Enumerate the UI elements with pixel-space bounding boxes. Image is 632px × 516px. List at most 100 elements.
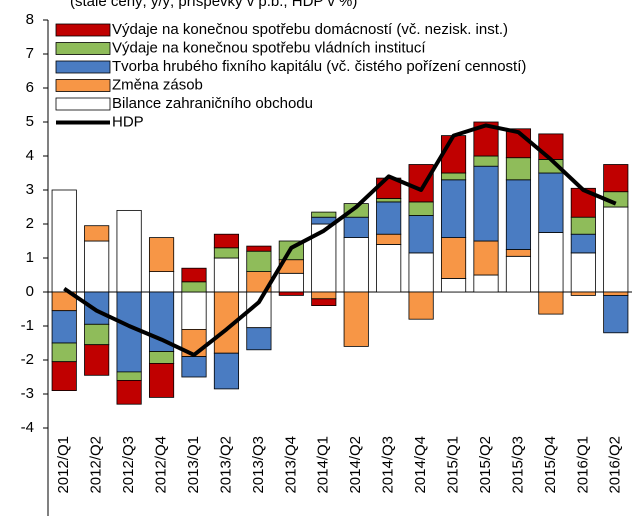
bar-segment xyxy=(84,225,110,242)
bar-segment xyxy=(440,277,467,293)
bar-segment xyxy=(116,379,142,405)
legend-label: Výdaje na konečnou spotřebu domácností (… xyxy=(112,21,508,38)
legend-swatch xyxy=(55,60,111,74)
legend-label: Tvorba hrubého fixního kapitálu (vč. čis… xyxy=(112,58,526,75)
bar-segment xyxy=(538,172,564,233)
x-tick-label: 2014/Q2 xyxy=(347,436,364,494)
bar-segment xyxy=(148,271,175,293)
y-tick-label: -3 xyxy=(21,385,34,402)
bar-segment xyxy=(473,165,499,242)
x-tick-label: 2015/Q4 xyxy=(542,436,559,494)
x-tick-label: 2013/Q4 xyxy=(282,436,299,494)
y-tick-label: 2 xyxy=(26,215,34,232)
x-tick-label: 2012/Q3 xyxy=(120,436,137,494)
x-tick-label: 2013/Q1 xyxy=(185,436,202,494)
y-tick-label: 4 xyxy=(26,147,34,164)
y-tick-label: 3 xyxy=(26,181,34,198)
x-tick-label: 2016/Q2 xyxy=(607,436,624,494)
y-tick-label: 5 xyxy=(26,113,34,130)
bar-segment xyxy=(603,291,629,296)
bar-segment xyxy=(246,245,272,252)
bar-segment xyxy=(84,344,110,376)
bar-segment xyxy=(376,198,402,203)
x-tick-label: 2014/Q3 xyxy=(380,436,397,494)
bar-segment xyxy=(311,211,337,218)
bar-segment xyxy=(343,237,369,293)
bar-segment xyxy=(473,240,499,276)
bar-segment xyxy=(84,323,110,346)
x-tick-label: 2014/Q4 xyxy=(412,436,429,494)
bar-segment xyxy=(148,351,175,364)
bar-segment xyxy=(440,172,467,181)
bar-segment xyxy=(51,342,77,363)
bar-segment xyxy=(246,327,272,351)
x-tick-label: 2015/Q2 xyxy=(477,436,494,494)
bar-segment xyxy=(148,362,175,398)
bar-segment xyxy=(84,240,110,293)
y-tick-label: 6 xyxy=(26,79,34,96)
bar-segment xyxy=(603,206,629,293)
bar-segment xyxy=(116,371,142,381)
bar-segment xyxy=(473,274,499,293)
bar-segment xyxy=(181,281,207,293)
bar-segment xyxy=(408,215,434,254)
legend-swatch xyxy=(55,23,111,37)
x-tick-label: 2016/Q1 xyxy=(574,436,591,494)
y-tick-label: 1 xyxy=(26,249,34,266)
bar-segment xyxy=(570,216,596,235)
bar-segment xyxy=(570,252,596,293)
bar-segment xyxy=(440,237,467,279)
bar-segment xyxy=(440,179,467,239)
bar-segment xyxy=(278,272,304,293)
x-tick-label: 2012/Q2 xyxy=(88,436,105,494)
bar-segment xyxy=(603,164,629,193)
legend-swatch xyxy=(55,79,111,92)
bar-segment xyxy=(538,232,564,293)
x-tick-label: 2013/Q2 xyxy=(217,436,234,494)
bar-segment xyxy=(440,135,467,174)
bar-segment xyxy=(84,291,110,325)
bar-segment xyxy=(538,133,564,160)
bar-segment xyxy=(278,291,304,296)
x-tick-label: 2013/Q3 xyxy=(250,436,267,494)
bar-segment xyxy=(343,291,369,347)
bar-segment xyxy=(408,164,434,203)
bar-segment xyxy=(570,233,596,254)
y-tick-label: -2 xyxy=(21,351,34,368)
y-tick-label: 7 xyxy=(26,45,34,62)
bar-segment xyxy=(181,267,207,283)
bar-segment xyxy=(213,247,240,259)
bar-segment xyxy=(116,291,142,373)
bar-segment xyxy=(473,155,499,167)
gdp-line xyxy=(63,123,617,357)
bar-segment xyxy=(51,310,77,344)
bar-segment xyxy=(148,237,175,273)
legend-label: Změna zásob xyxy=(112,76,203,93)
x-tick-label: 2012/Q1 xyxy=(55,436,72,494)
x-tick-label: 2012/Q4 xyxy=(153,436,170,494)
bar-segment xyxy=(376,201,402,235)
x-tick-label: 2015/Q1 xyxy=(445,436,462,494)
legend-label: HDP xyxy=(112,113,144,130)
bar-segment xyxy=(408,291,434,320)
bar-segment xyxy=(408,201,434,216)
bar-segment xyxy=(570,291,596,296)
bar-segment xyxy=(213,257,240,293)
bar-segment xyxy=(376,243,402,293)
bar-segment xyxy=(181,291,207,330)
legend-label: Výdaje na konečnou spotřebu vládních ins… xyxy=(112,39,426,56)
bar-segment xyxy=(408,252,434,293)
bar-segment xyxy=(116,209,142,293)
bar-segment xyxy=(51,189,77,293)
legend-label: Bilance zahraničního obchodu xyxy=(112,95,313,112)
bar-segment xyxy=(51,361,77,392)
chart-title: (stálé ceny; y/y; příspěvky v p.b.; HDP … xyxy=(70,0,357,10)
bar-segment xyxy=(505,249,532,257)
bar-segment xyxy=(213,233,240,249)
x-tick-label: 2014/Q1 xyxy=(315,436,332,494)
bar-segment xyxy=(181,356,207,378)
bar-segment xyxy=(603,294,629,334)
bar-segment xyxy=(505,255,532,293)
bar-segment xyxy=(505,157,532,181)
